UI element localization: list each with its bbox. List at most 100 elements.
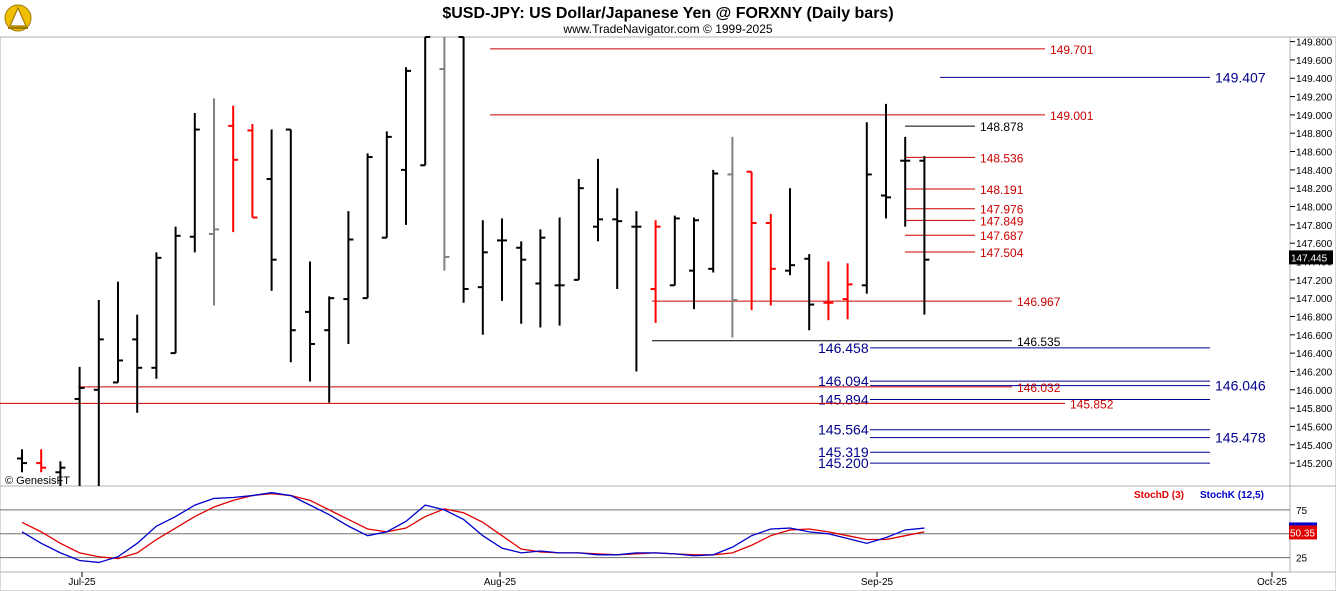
level-label: 146.967 <box>1017 295 1061 309</box>
price-bar <box>74 366 85 486</box>
y-tick-label: 148.600 <box>1296 148 1333 159</box>
logo <box>4 4 32 32</box>
stoch-d-line <box>21 492 925 560</box>
level-line-145-564: 145.564 <box>818 422 1210 438</box>
y-tick-label: 147.800 <box>1296 221 1333 232</box>
price-bar <box>497 218 507 301</box>
y-tick-label: 149.000 <box>1296 111 1333 122</box>
stoch-last-marker <box>1289 525 1317 540</box>
price-bar <box>55 461 66 486</box>
level-label: 145.319 <box>818 444 869 460</box>
price-bar <box>881 103 891 219</box>
level-label: 147.976 <box>980 203 1024 217</box>
level-line-148-536: 148.536 <box>905 151 1024 165</box>
price-bar <box>727 136 738 338</box>
level-line-146-046: 146.046 <box>870 378 1266 394</box>
level-label: 147.687 <box>980 229 1024 243</box>
y-tick-label: 147.200 <box>1296 276 1333 287</box>
level-label: 146.458 <box>818 340 869 356</box>
y-tick-label: 145.800 <box>1296 404 1333 415</box>
level-label: 146.535 <box>1017 335 1061 349</box>
level-label: 145.564 <box>818 422 869 438</box>
price-bar <box>477 220 488 335</box>
price-bar <box>919 156 930 315</box>
y-tick-label: 147.000 <box>1296 294 1333 305</box>
y-tick-label: 148.400 <box>1296 166 1333 177</box>
price-bar <box>669 215 680 287</box>
level-label: 145.478 <box>1215 430 1266 446</box>
price-bar <box>612 188 623 289</box>
price-bar <box>228 105 239 233</box>
stoch-tick-label: 75 <box>1296 506 1308 517</box>
price-plot-area <box>0 36 1291 487</box>
stoch-tick-label: 25 <box>1296 554 1308 565</box>
level-label: 146.046 <box>1215 378 1266 394</box>
price-bar <box>593 158 603 242</box>
price-bar <box>861 122 872 294</box>
level-label: 145.852 <box>1070 397 1114 411</box>
level-line-147-687: 147.687 <box>905 229 1024 243</box>
level-line-146-535: 146.535 <box>652 335 1061 349</box>
level-line-147-976: 147.976 <box>905 203 1024 217</box>
price-bar <box>439 37 450 271</box>
x-tick-label: Jul-25 <box>68 577 96 588</box>
level-line-145-319: 145.319 <box>818 444 1210 460</box>
last-price-label: 147.445 <box>1291 253 1328 264</box>
price-bar <box>746 170 757 311</box>
price-bar <box>324 296 335 403</box>
level-line-148-191: 148.191 <box>905 183 1024 197</box>
level-line-148-878: 148.878 <box>905 120 1024 134</box>
y-tick-label: 146.000 <box>1296 386 1333 397</box>
price-bar <box>689 217 699 310</box>
price-bar <box>36 449 47 473</box>
price-bar <box>362 153 373 300</box>
x-tick-label: Aug-25 <box>484 577 517 588</box>
y-tick-label: 145.600 <box>1296 422 1333 433</box>
last-price-marker <box>1289 250 1333 265</box>
y-tick-label: 148.000 <box>1296 203 1333 214</box>
legend-stoch-d: StochD (3) <box>1134 490 1184 501</box>
price-bar <box>170 226 181 355</box>
price-bar <box>381 131 392 239</box>
stoch-k-line <box>21 492 925 564</box>
price-bar <box>113 281 123 384</box>
y-tick-label: 146.200 <box>1296 367 1333 378</box>
level-line-146-967: 146.967 <box>652 295 1061 309</box>
level-label: 148.536 <box>980 151 1024 165</box>
legend-stoch-k: StochK (12,5) <box>1200 490 1264 501</box>
level-line-145-478: 145.478 <box>870 430 1266 446</box>
chart-subtitle: www.TradeNavigator.com © 1999-2025 <box>562 22 772 36</box>
level-line-149-407: 149.407 <box>940 69 1266 85</box>
y-tick-label: 145.400 <box>1296 441 1333 452</box>
price-bar <box>765 213 776 306</box>
level-line-147-504: 147.504 <box>905 246 1024 260</box>
y-tick-label: 149.200 <box>1296 93 1333 104</box>
price-bar <box>17 449 27 473</box>
price-bar <box>554 217 565 326</box>
y-tick-label: 147.600 <box>1296 239 1333 250</box>
price-bar <box>420 36 431 167</box>
price-bar <box>516 241 527 324</box>
level-label: 149.407 <box>1215 69 1266 85</box>
level-line-147-849: 147.849 <box>905 214 1024 228</box>
level-line-149-701: 149.701 <box>490 43 1094 57</box>
price-bar <box>708 169 719 273</box>
y-tick-label: 146.400 <box>1296 349 1333 360</box>
level-line-149-001: 149.001 <box>490 109 1094 123</box>
price-bar <box>285 128 296 363</box>
price-bar <box>305 261 315 382</box>
x-tick-label: Sep-25 <box>861 577 894 588</box>
price-bar <box>804 254 815 331</box>
price-bar <box>458 36 469 303</box>
stoch-k-marker <box>1289 522 1317 526</box>
watermark: © GenesisFT <box>5 475 70 487</box>
x-tick-label: Oct-25 <box>1257 577 1287 588</box>
chart-title: $USD-JPY: US Dollar/Japanese Yen @ FORXN… <box>442 5 893 22</box>
price-bar <box>842 263 853 320</box>
level-label: 145.894 <box>818 391 869 407</box>
price-bar <box>247 124 258 219</box>
level-label: 149.701 <box>1050 43 1094 57</box>
level-label: 147.849 <box>980 214 1024 228</box>
price-bar <box>343 211 354 344</box>
